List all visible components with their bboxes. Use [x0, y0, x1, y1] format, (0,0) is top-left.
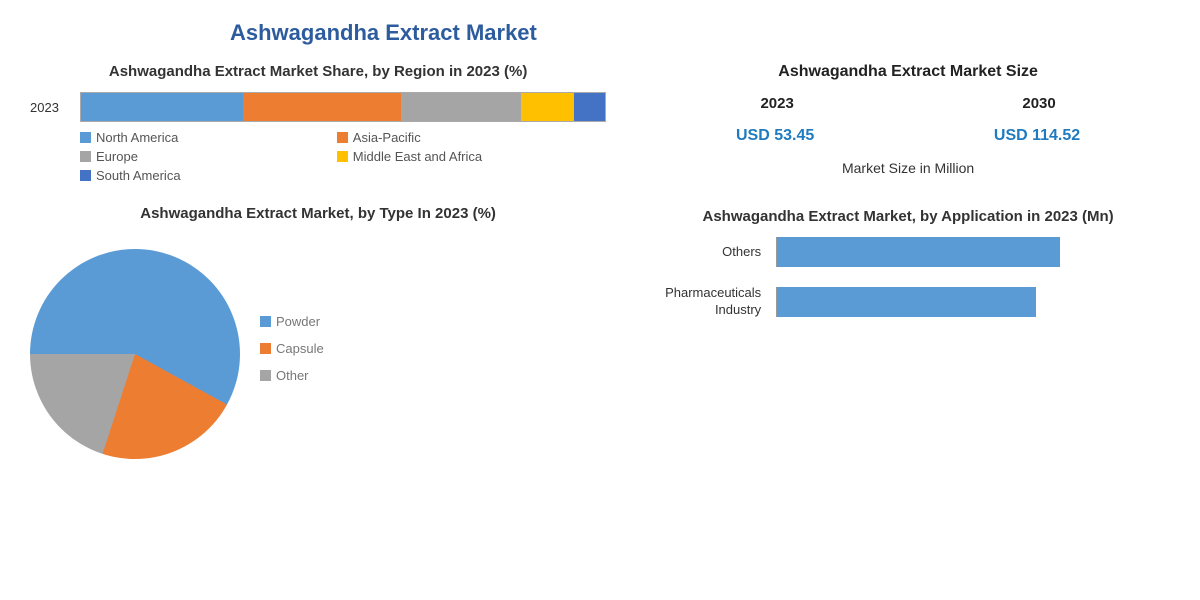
- bar-segment: [521, 93, 573, 121]
- hbar-label: Others: [646, 244, 776, 261]
- hbar-fill: [777, 237, 1060, 267]
- main-title: Ashwagandha Extract Market: [230, 20, 1170, 46]
- bar-segment: [81, 93, 243, 121]
- legend-item: Middle East and Africa: [337, 149, 574, 164]
- legend-label: Asia-Pacific: [353, 130, 421, 145]
- bar-segment: [574, 93, 605, 121]
- legend-label: Powder: [276, 314, 320, 329]
- pie-legend: Powder Capsule Other: [260, 314, 324, 395]
- market-size-block: Ashwagandha Extract Market Size 2023 203…: [646, 61, 1170, 176]
- hbar-axis-wrap: Others Pharmaceuticals Industry: [646, 237, 1170, 319]
- hbar-track: [776, 287, 1170, 317]
- stacked-row: 2023: [30, 92, 606, 122]
- pie-section: Powder Capsule Other: [30, 249, 606, 459]
- right-column: Ashwagandha Extract Market Size 2023 203…: [646, 61, 1170, 459]
- region-chart-title: Ashwagandha Extract Market Share, by Reg…: [30, 61, 606, 82]
- bar-segment: [401, 93, 522, 121]
- year-end: 2030: [1022, 95, 1055, 112]
- region-share-chart: Ashwagandha Extract Market Share, by Reg…: [30, 61, 606, 183]
- legend-swatch: [80, 132, 91, 143]
- legend-label: Other: [276, 368, 309, 383]
- legend-swatch: [260, 316, 271, 327]
- stacked-row-label: 2023: [30, 100, 80, 115]
- left-column: Ashwagandha Extract Market Share, by Reg…: [30, 61, 606, 459]
- hbar-track: [776, 237, 1170, 267]
- hbar-label: Pharmaceuticals Industry: [646, 285, 776, 319]
- legend-label: Europe: [96, 149, 138, 164]
- legend-label: Capsule: [276, 341, 324, 356]
- legend-item: Europe: [80, 149, 317, 164]
- region-legend: North America Asia-Pacific Europe Middle Ea…: [30, 130, 606, 183]
- legend-item: Asia-Pacific: [337, 130, 574, 145]
- legend-label: South America: [96, 168, 181, 183]
- value-end: USD 114.52: [994, 127, 1080, 145]
- market-size-values: USD 53.45 USD 114.52: [646, 127, 1170, 145]
- legend-item: North America: [80, 130, 317, 145]
- legend-label: North America: [96, 130, 178, 145]
- legend-swatch: [337, 132, 348, 143]
- legend-swatch: [337, 151, 348, 162]
- hbar-row: Others: [646, 237, 1170, 267]
- legend-item: South America: [80, 168, 317, 183]
- legend-item: Powder: [260, 314, 324, 329]
- pie: [30, 249, 240, 459]
- application-chart-title: Ashwagandha Extract Market, by Applicati…: [646, 206, 1170, 227]
- legend-item: Capsule: [260, 341, 324, 356]
- hbar-rows: Others Pharmaceuticals Industry: [646, 237, 1170, 319]
- type-pie-chart: Ashwagandha Extract Market, by Type In 2…: [30, 203, 606, 459]
- hbar-fill: [777, 287, 1036, 317]
- legend-item: Other: [260, 368, 324, 383]
- application-chart: Ashwagandha Extract Market, by Applicati…: [646, 206, 1170, 319]
- market-size-unit: Market Size in Million: [646, 160, 1170, 176]
- legend-swatch: [80, 170, 91, 181]
- bar-segment: [243, 93, 400, 121]
- market-size-title: Ashwagandha Extract Market Size: [646, 61, 1170, 83]
- year-start: 2023: [760, 95, 793, 112]
- value-start: USD 53.45: [736, 127, 814, 145]
- pie-chart-title: Ashwagandha Extract Market, by Type In 2…: [30, 203, 606, 224]
- legend-label: Middle East and Africa: [353, 149, 482, 164]
- market-size-years: 2023 2030: [646, 95, 1170, 112]
- legend-swatch: [260, 370, 271, 381]
- hbar-row: Pharmaceuticals Industry: [646, 285, 1170, 319]
- stacked-bar: [80, 92, 606, 122]
- legend-swatch: [260, 343, 271, 354]
- content: Ashwagandha Extract Market Share, by Reg…: [30, 61, 1170, 459]
- legend-swatch: [80, 151, 91, 162]
